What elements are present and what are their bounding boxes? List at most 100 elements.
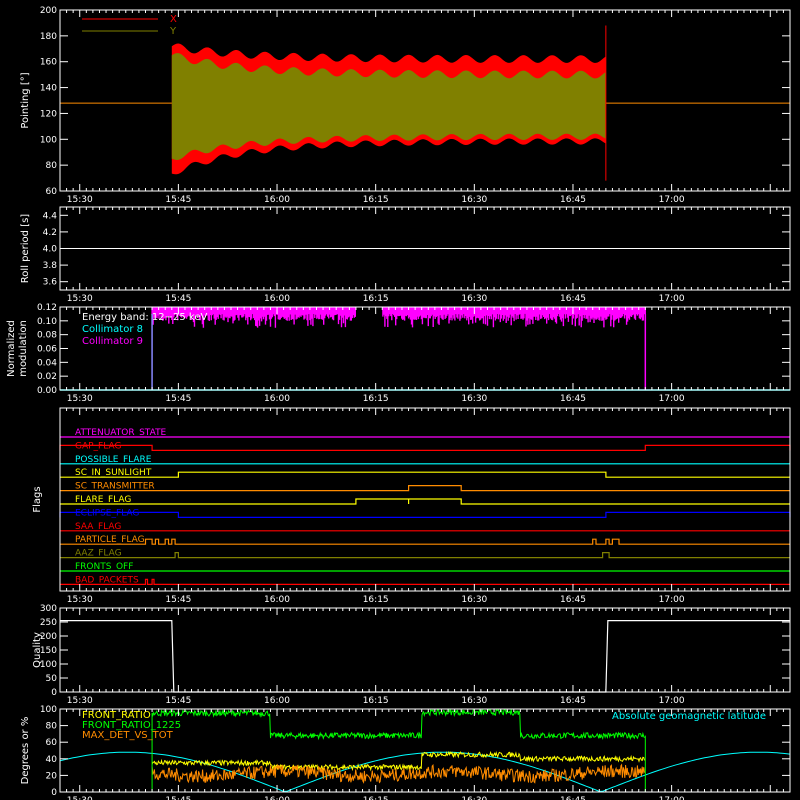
quality-y-tick-label: 200 — [40, 632, 57, 642]
modulation-y-tick-label: 0.02 — [37, 372, 57, 382]
quality-y-tick-label: 150 — [40, 646, 57, 656]
pointing-y-tick-label: 200 — [40, 6, 57, 16]
flag-label-gap-flag: GAP_FLAG — [75, 441, 121, 451]
pointing-y-tick-label: 100 — [40, 135, 57, 145]
flags-ylabel: Flags — [32, 486, 43, 512]
max-det-line — [151, 763, 645, 784]
modulation-y-tick-label: 0.00 — [37, 386, 57, 396]
x-tick-label: 17:00 — [659, 796, 685, 800]
flag-label-fronts-off: FRONTS_OFF — [75, 562, 133, 572]
modulation-y-tick-label: 0.08 — [37, 331, 57, 341]
x-tick-label: 16:45 — [560, 595, 586, 605]
ratios-y-tick-label: 100 — [40, 705, 57, 715]
ratios-y-tick-label: 80 — [46, 722, 58, 732]
flag-label-aaz-flag: AAZ_FLAG — [75, 549, 122, 559]
x-tick-label: 16:30 — [461, 696, 487, 706]
quality-line — [60, 620, 790, 693]
modulation-ylabel-line2: modulation — [18, 320, 29, 377]
flag-label-possible-flare: POSSIBLE_FLARE — [75, 455, 152, 465]
x-tick-label: 16:15 — [363, 796, 389, 800]
x-tick-label: 16:45 — [560, 796, 586, 800]
quality-y-tick-label: 300 — [40, 604, 57, 614]
quality-y-tick-label: 50 — [46, 674, 58, 684]
flag-line-particle-flag — [60, 538, 790, 545]
flag-line-gap-flag — [59, 444, 791, 451]
flag-label-sc-in-sunlight: SC_IN_SUNLIGHT — [75, 468, 152, 478]
flag-label-attenuator-state: ATTENUATOR_STATE — [75, 428, 167, 438]
x-tick-label: 16:15 — [363, 696, 389, 706]
quality-y-tick-label: 0 — [51, 688, 57, 698]
quality-y-tick-label: 100 — [40, 660, 57, 670]
x-tick-label: 16:45 — [560, 195, 586, 205]
x-tick-label: 17:00 — [659, 595, 685, 605]
front-ratio-1225-line — [151, 708, 645, 741]
x-tick-label: 16:15 — [363, 294, 389, 304]
x-tick-label: 15:45 — [165, 696, 191, 706]
roll-y-tick-label: 3.6 — [43, 278, 58, 288]
x-tick-label: 16:00 — [264, 595, 290, 605]
modulation-y-tick-label: 0.12 — [37, 303, 57, 313]
flag-line-bad-packets — [60, 578, 790, 585]
ratios-y-tick-label: 0 — [51, 788, 57, 798]
x-tick-label: 17:00 — [659, 394, 685, 404]
x-tick-label: 16:15 — [363, 595, 389, 605]
x-tick-label: 15:45 — [165, 595, 191, 605]
modulation-y-tick-label: 0.06 — [37, 345, 57, 355]
ratios-legend-front-ratio: FRONT_RATIO — [82, 710, 151, 721]
x-tick-label: 15:45 — [165, 195, 191, 205]
pointing-y-tick-label: 160 — [40, 58, 57, 68]
x-tick-label: 16:00 — [264, 696, 290, 706]
ratios-ylabel: Degrees or % — [20, 717, 31, 785]
modulation-ylabel-line1: Normalized — [6, 320, 17, 377]
ratios-legend-max-det-vs-tot: MAX_DET_VS_TOT — [82, 730, 174, 741]
pointing-y-tick-label: 80 — [46, 161, 58, 171]
roll-y-tick-label: 4.4 — [43, 211, 58, 221]
x-tick-label: 15:30 — [67, 195, 93, 205]
x-tick-label: 17:00 — [659, 294, 685, 304]
flag-line-sc-transmitter — [60, 485, 790, 492]
roll-y-tick-label: 3.8 — [43, 261, 58, 271]
latitude-legend-label: Absolute geomagnetic latitude — [612, 711, 766, 722]
modulation-legend-title: Energy band: 12−25 keV — [82, 312, 207, 323]
x-tick-label: 16:45 — [560, 394, 586, 404]
front-ratio-line — [151, 750, 645, 772]
flag-label-bad-packets: BAD_PACKETS — [75, 575, 139, 585]
x-tick-label: 16:45 — [560, 696, 586, 706]
flag-label-saa-flag: SAA_FLAG — [75, 522, 121, 532]
ratios-y-tick-label: 40 — [46, 755, 58, 765]
quality-y-tick-label: 250 — [40, 618, 57, 628]
x-tick-label: 15:30 — [67, 294, 93, 304]
collimator-9-trace — [151, 307, 646, 328]
ratios-y-tick-label: 20 — [46, 771, 58, 781]
plot-frame-0 — [59, 9, 791, 192]
axes-layer — [59, 9, 791, 793]
flag-label-flare-flag: FLARE_FLAG — [75, 495, 131, 505]
x-tick-label: 16:30 — [461, 796, 487, 800]
modulation-legend-collimator-9: Collimator 9 — [82, 336, 143, 347]
x-tick-label: 16:30 — [461, 195, 487, 205]
x-tick-label: 15:45 — [165, 294, 191, 304]
ratios-legend-front-ratio-1225: FRONT_RATIO_1225 — [82, 720, 181, 731]
x-tick-label: 17:00 — [659, 195, 685, 205]
data-layer — [59, 18, 791, 792]
quality-ylabel: Quality — [32, 632, 43, 668]
pointing-y-tick-label: 120 — [40, 109, 57, 119]
modulation-legend-collimator-8: Collimator 8 — [82, 324, 143, 335]
x-tick-label: 15:45 — [165, 796, 191, 800]
x-tick-label: 16:00 — [264, 394, 290, 404]
flag-label-particle-flag: PARTICLE_FLAG — [75, 535, 145, 545]
x-tick-label: 16:00 — [264, 195, 290, 205]
x-tick-label: 15:45 — [165, 394, 191, 404]
legend-label-x: X — [170, 14, 177, 25]
x-tick-label: 17:00 — [659, 696, 685, 706]
x-tick-label: 15:30 — [67, 796, 93, 800]
pointing-ylabel: Pointing [°] — [20, 72, 31, 128]
x-tick-label: 16:45 — [560, 294, 586, 304]
text-layer: XY 15:30 15:45 16:00 16:15 16:30 16:45 17:00 60 8… — [6, 6, 766, 800]
plot-frame-3 — [59, 407, 791, 592]
series-y-envelope — [171, 53, 606, 160]
x-tick-label: 16:15 — [363, 394, 389, 404]
roll-y-tick-label: 4.2 — [43, 228, 57, 238]
roll-y-tick-label: 4.0 — [43, 245, 58, 255]
x-tick-label: 16:30 — [461, 294, 487, 304]
